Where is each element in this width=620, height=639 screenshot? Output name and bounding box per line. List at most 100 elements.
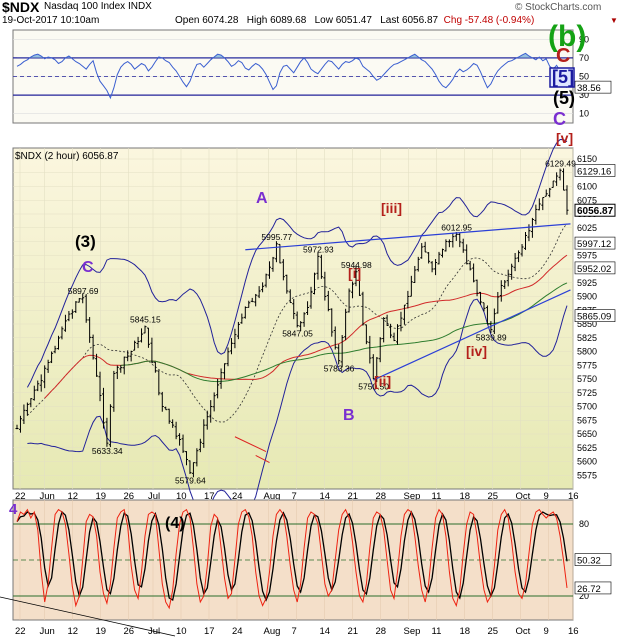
price-panel-title: $NDX (2 hour) 6056.87 — [15, 151, 119, 162]
index-name: Nasdaq 100 Index — [44, 1, 126, 12]
x-tick-label: Jun — [40, 491, 55, 502]
x-tick-label: 19 — [96, 626, 107, 637]
price-tick-label: 5825 — [577, 333, 597, 343]
price-pivot-label: 5839.89 — [476, 333, 507, 343]
chart-timestamp: 19-Oct-2017 10:10am — [2, 15, 100, 26]
x-tick-label: 28 — [376, 491, 387, 502]
price-tick-label: 5575 — [577, 470, 597, 480]
wave-label: C — [556, 45, 570, 67]
wave-label: A — [256, 190, 268, 207]
wave-label: C — [553, 109, 566, 129]
x-tick-label: 14 — [320, 626, 331, 637]
x-tick-label: Oct — [516, 491, 531, 502]
right-value-box — [574, 261, 616, 275]
wave-label: (3) — [75, 232, 96, 251]
price-tick-label: 5725 — [577, 388, 597, 398]
right-value-label: 5997.12 — [577, 239, 611, 250]
x-tick-label: 17 — [204, 491, 215, 502]
x-tick-label: 12 — [68, 491, 79, 502]
osc-last-label: 26.72 — [577, 584, 601, 595]
rsi-overbought-fill — [29, 53, 541, 58]
x-tick-label: 21 — [348, 491, 359, 502]
price-tick-label: 6025 — [577, 223, 597, 233]
price-tick-label: 5850 — [577, 319, 597, 329]
osc-last-box — [574, 553, 612, 566]
rsi-tick-label: 10 — [579, 109, 589, 119]
x-tick-label: 24 — [232, 491, 243, 502]
wave-label: [i] — [348, 265, 361, 281]
price-frame — [12, 147, 574, 490]
osc-last-box — [574, 581, 612, 595]
price-pivot-label: 5579.64 — [175, 476, 206, 486]
wave-label: (b) — [548, 20, 586, 53]
x-tick-label: Sep — [404, 491, 421, 502]
rsi-last-label: 38.56 — [577, 83, 601, 94]
rsi-line — [16, 52, 568, 100]
wave-label: [5] — [552, 67, 574, 87]
x-tick-label: Oct — [516, 626, 531, 637]
rsi-tick-label: 90 — [579, 34, 589, 44]
price-tick-label: 5800 — [577, 347, 597, 357]
x-tick-label: 9 — [544, 491, 549, 502]
right-value-label: 6056.87 — [577, 206, 614, 217]
osc-tick-label: 20 — [579, 591, 589, 601]
x-tick-label: Jun — [40, 626, 55, 637]
high-value: 6089.68 — [270, 15, 307, 26]
ohlc-readout: Open 6074.28 High 6089.68 Low 6051.47 La… — [175, 15, 535, 26]
osc-fast-line — [16, 508, 568, 610]
change-value: -57.48 (-0.94%) — [464, 15, 535, 26]
x-tick-label: 22 — [15, 626, 26, 637]
price-pivot-label: 5897.69 — [68, 286, 99, 296]
price-tick-label: 5600 — [577, 457, 597, 467]
x-tick-label: 26 — [124, 626, 135, 637]
x-tick-label: Sep — [404, 626, 421, 637]
right-value-box — [574, 203, 616, 217]
x-tick-label: 26 — [124, 491, 135, 502]
price-pivot-label: 5847.05 — [282, 329, 313, 339]
rsi-tick-label: 30 — [579, 90, 589, 100]
annotation-stroke — [255, 455, 270, 464]
right-value-label: 5952.02 — [577, 264, 611, 275]
price-tick-label: 5925 — [577, 278, 597, 288]
x-tick-label: 16 — [568, 491, 579, 502]
trendline — [245, 223, 571, 251]
price-tick-label: 5900 — [577, 292, 597, 302]
x-tick-label: 16 — [568, 626, 579, 637]
trendline — [373, 289, 571, 381]
x-tick-label: 25 — [488, 491, 499, 502]
x-tick-label: 28 — [376, 626, 387, 637]
price-tick-label: 5975 — [577, 250, 597, 260]
x-tick-label: 17 — [204, 626, 215, 637]
right-value-box — [574, 309, 616, 323]
x-tick-label: Aug — [264, 626, 281, 637]
low-value: 6051.47 — [335, 15, 372, 26]
price-tick-label: 5675 — [577, 415, 597, 425]
x-tick-label: 18 — [460, 626, 471, 637]
price-tick-label: 5750 — [577, 374, 597, 384]
rsi-tick-label: 70 — [579, 53, 589, 63]
price-tick-label: 5650 — [577, 429, 597, 439]
wave-label: [iii] — [381, 200, 402, 216]
stockcharts-brand: © StockCharts.com — [515, 2, 602, 13]
exchange-code: INDX — [127, 1, 152, 12]
x-tick-label: 22 — [15, 491, 26, 502]
wave-label-box — [549, 67, 575, 88]
chart-symbol: $NDX — [2, 0, 40, 15]
x-tick-label: 7 — [292, 626, 297, 637]
price-pivot-label: 5995.77 — [261, 232, 292, 242]
osc-wave-label: 4 — [9, 501, 18, 518]
oscillator-x-axis: 22 Jun 12 19 26 Jul 10 17 24 Aug 7 14 21 28 Sep 11 18 25 O… — [15, 626, 579, 637]
rsi-panel: 90 70 50 30 10 38.56 — [12, 29, 612, 124]
rsi-tick-label: 50 — [579, 72, 589, 82]
x-tick-label: 10 — [176, 491, 187, 502]
right-value-label: 5865.09 — [577, 312, 611, 323]
x-tick-label: Jul — [148, 626, 160, 637]
wave-label: [v] — [556, 130, 573, 146]
price-pivot-label: 5633.34 — [92, 446, 123, 456]
open-value: 6074.28 — [202, 15, 239, 26]
price-tick-label: 6150 — [577, 154, 597, 164]
wave-label: (5) — [553, 88, 575, 108]
x-tick-label: 10 — [176, 626, 187, 637]
x-tick-label: 9 — [544, 626, 549, 637]
